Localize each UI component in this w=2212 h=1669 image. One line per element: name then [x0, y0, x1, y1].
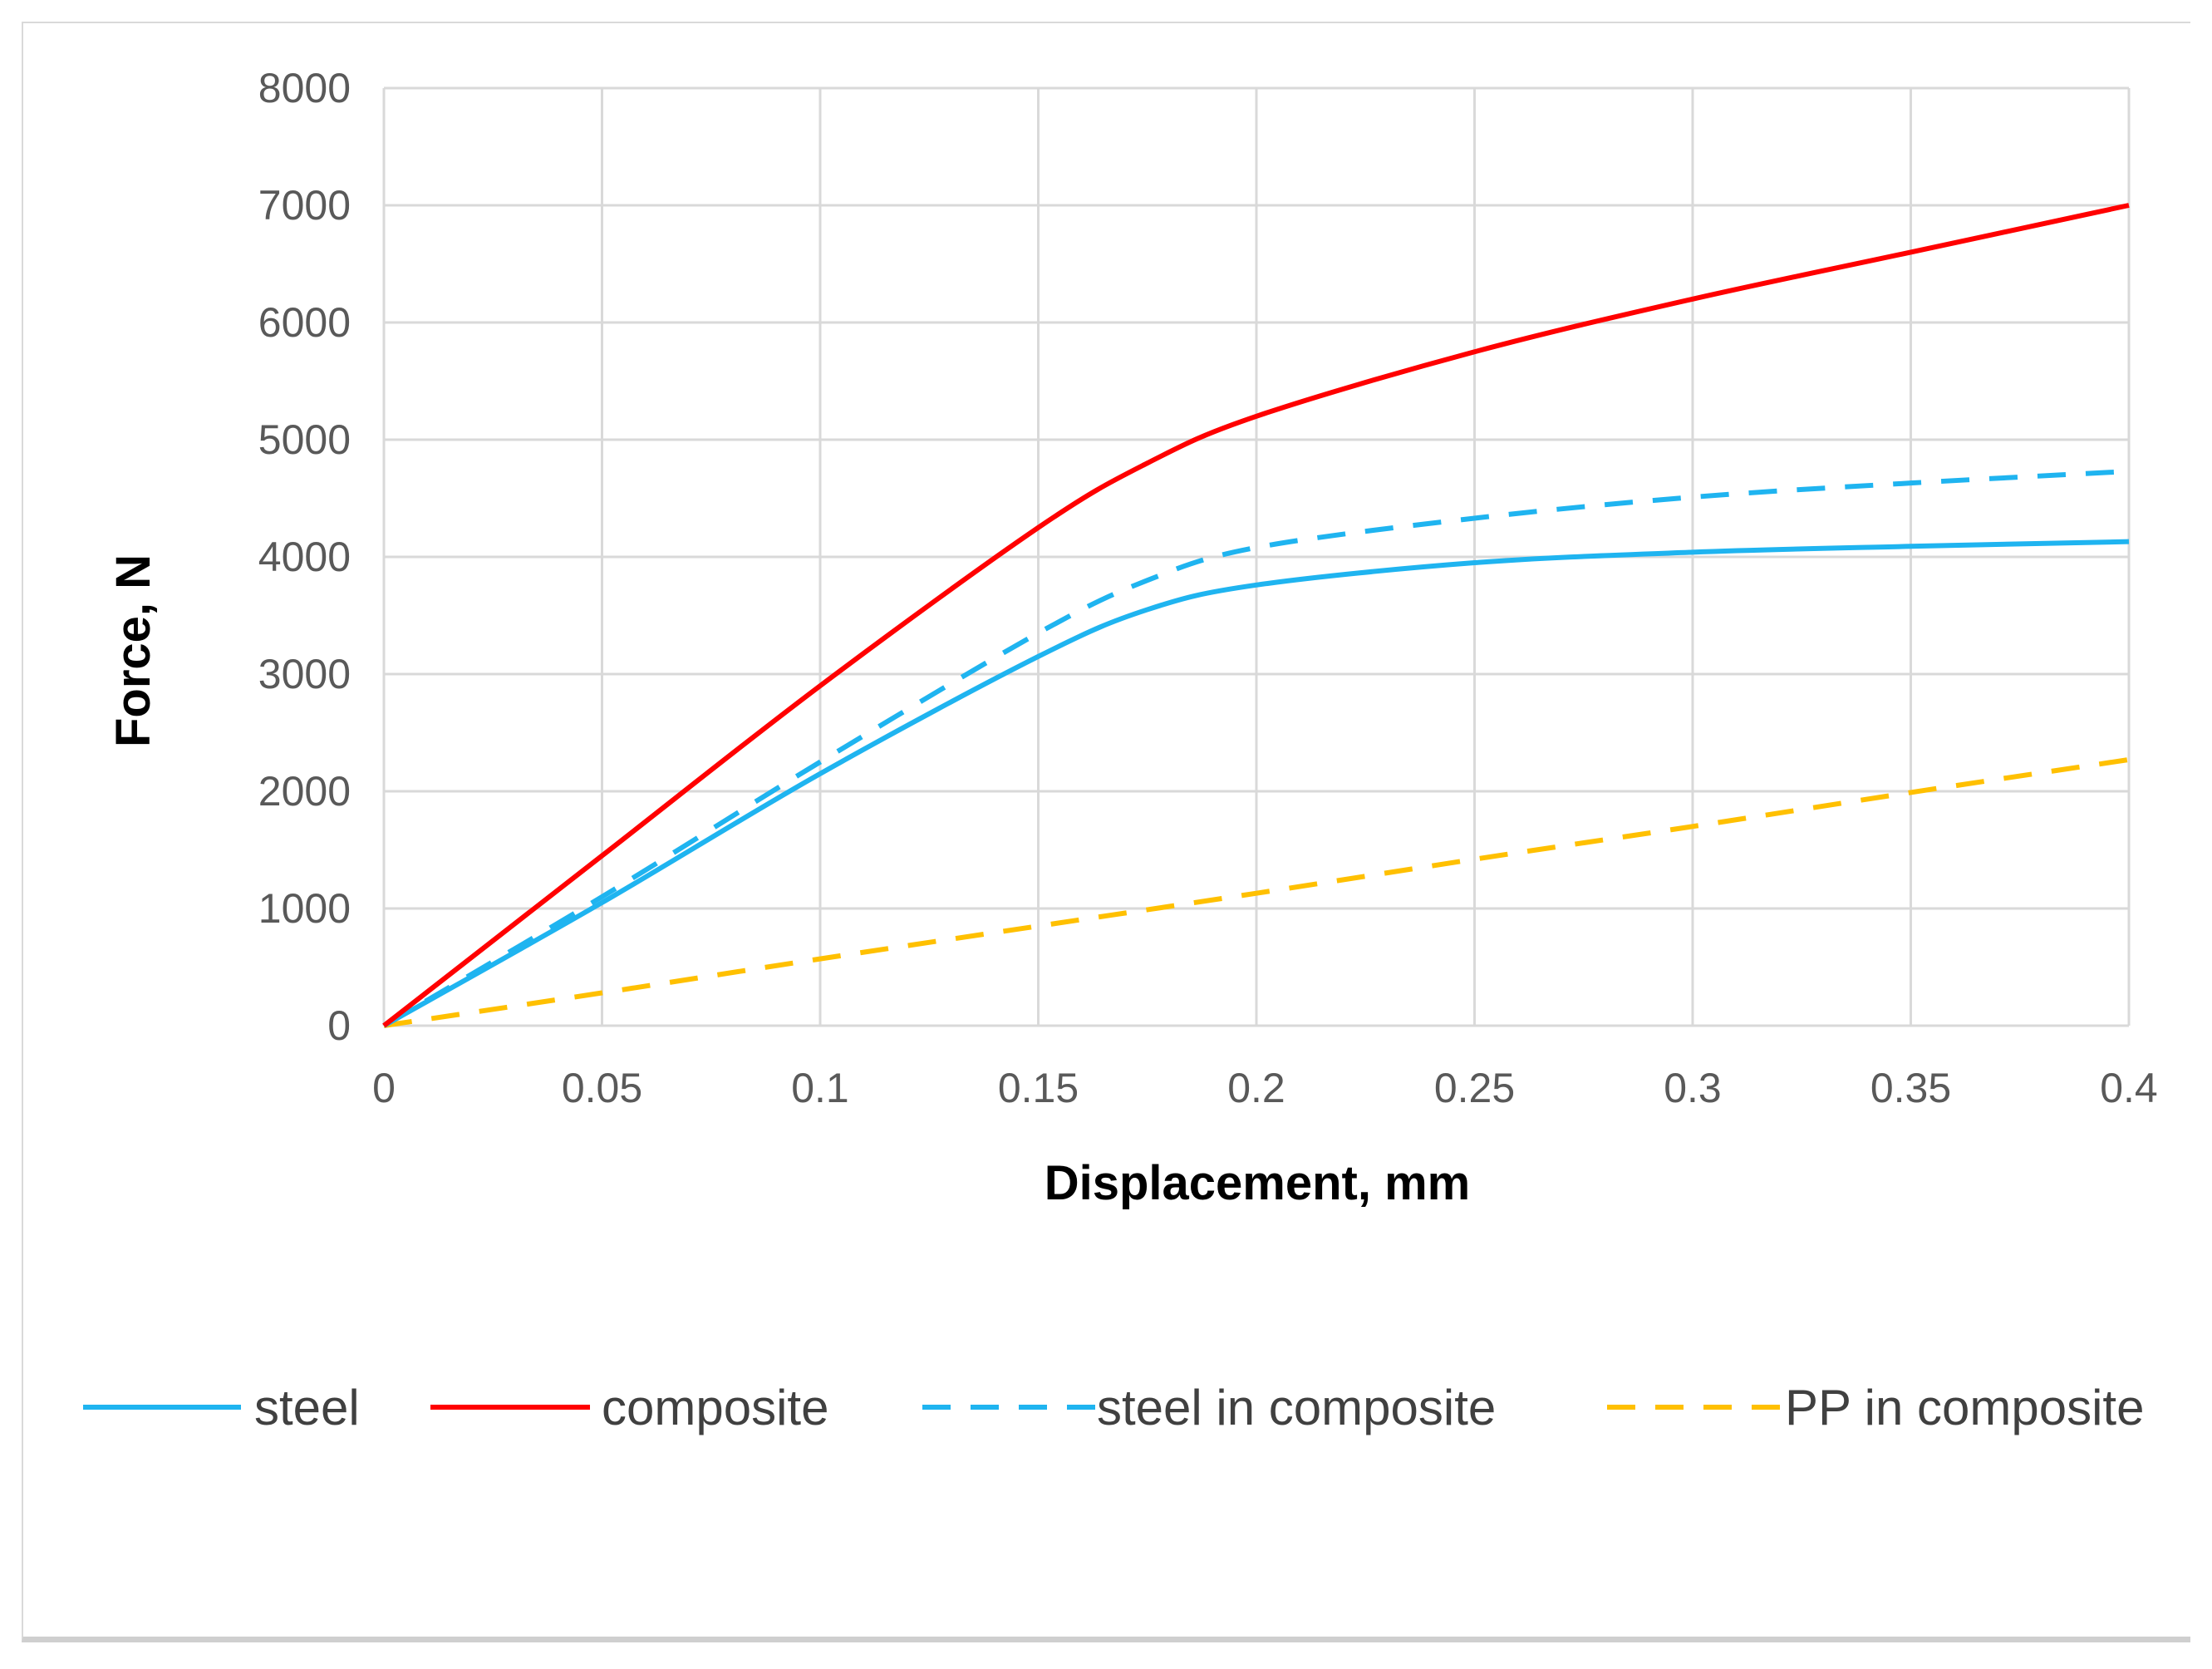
x-tick-label: 0.05	[562, 1065, 642, 1111]
series-layer	[382, 203, 2130, 1028]
x-tick-label: 0.15	[998, 1065, 1079, 1111]
x-tick-label: 0.1	[791, 1065, 849, 1111]
x-tick-label: 0	[372, 1065, 396, 1111]
y-tick-label: 6000	[258, 299, 351, 346]
y-tick-label: 4000	[258, 534, 351, 580]
legend: steel composite steel in composite PP in co…	[83, 1380, 2144, 1435]
grid	[382, 86, 2131, 1027]
x-tick-label: 0.2	[1227, 1065, 1285, 1111]
series-line-pp-in-composite	[383, 756, 2130, 1028]
y-tick-label: 7000	[258, 182, 351, 229]
y-tick-label: 0	[327, 1002, 351, 1049]
x-axis-ticks: 0 0.05 0.1 0.15 0.2 0.25 0.3 0.35 0.4	[372, 1065, 2158, 1111]
y-tick-label: 3000	[258, 651, 351, 697]
series-line-steel-in-composite	[382, 469, 2130, 1028]
series-line-steel	[382, 539, 2130, 1028]
x-axis-title: Displacement, mm	[1045, 1156, 1471, 1210]
legend-label-steel-in-composite: steel in composite	[1097, 1380, 1496, 1435]
x-tick-label: 0.35	[1870, 1065, 1951, 1111]
y-tick-label: 5000	[258, 416, 351, 463]
legend-label-composite: composite	[602, 1380, 828, 1435]
legend-label-steel: steel	[254, 1380, 360, 1435]
x-tick-label: 0.3	[1664, 1065, 1722, 1111]
y-axis-ticks: 0 1000 2000 3000 4000 5000 6000 7000 8000	[258, 65, 351, 1049]
legend-label-pp-in-composite: PP in composite	[1785, 1380, 2144, 1435]
chart-svg: 0 0.05 0.1 0.15 0.2 0.25 0.3 0.35 0.4 0 1000 2000 3…	[83, 65, 2158, 1435]
y-tick-label: 2000	[258, 768, 351, 815]
x-tick-label: 0.25	[1434, 1065, 1515, 1111]
chart-frame: 0 0.05 0.1 0.15 0.2 0.25 0.3 0.35 0.4 0 1000 2000 3…	[22, 22, 2190, 1642]
y-tick-label: 8000	[258, 65, 351, 111]
x-tick-label: 0.4	[2100, 1065, 2158, 1111]
y-tick-label: 1000	[258, 885, 351, 932]
series-line-composite	[382, 203, 2130, 1028]
y-axis-title: Force, N	[106, 554, 160, 747]
